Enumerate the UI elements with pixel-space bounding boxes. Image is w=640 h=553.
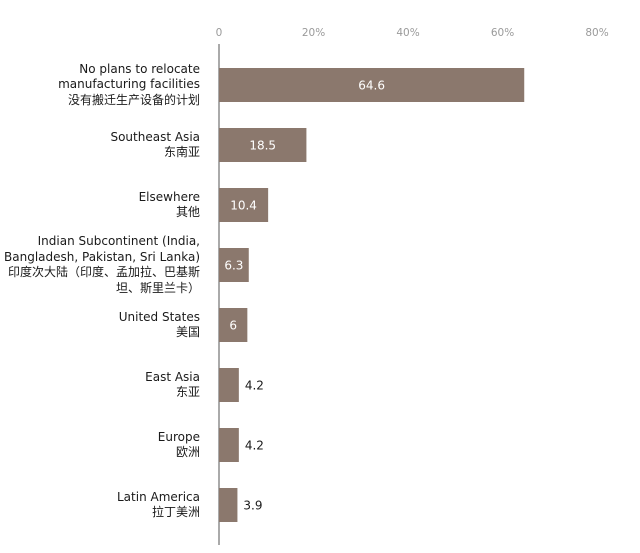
category-label: Southeast Asia 东南亚 <box>0 130 200 161</box>
x-tick-label: 40% <box>396 27 419 39</box>
bar <box>219 368 239 402</box>
category-label: No plans to relocate manufacturing facil… <box>0 62 200 109</box>
category-label: Elsewhere 其他 <box>0 190 200 221</box>
data-label: 4.2 <box>245 439 264 453</box>
x-tick-label: 20% <box>302 27 325 39</box>
bar <box>219 428 239 462</box>
bar <box>219 188 269 222</box>
category-label: Latin America 拉丁美洲 <box>0 490 200 521</box>
category-label: Europe 欧洲 <box>0 430 200 461</box>
data-label: 64.6 <box>358 79 385 93</box>
category-label-en: Latin America <box>117 489 200 504</box>
data-label: 4.2 <box>245 379 264 393</box>
x-tick-label: 80% <box>585 27 608 39</box>
category-label-zh: 东南亚 <box>163 145 200 159</box>
category-label-en: United States <box>118 309 200 324</box>
category-label-en: East Asia <box>145 369 200 384</box>
category-label-en: Indian Subcontinent (India, Bangladesh, … <box>4 234 200 264</box>
category-label-zh: 欧洲 <box>175 445 200 459</box>
category-label-zh: 拉丁美洲 <box>151 505 200 519</box>
category-label: East Asia 东亚 <box>0 370 200 401</box>
data-label: 3.9 <box>243 499 262 513</box>
category-label-zh: 其他 <box>175 205 200 219</box>
bar <box>219 488 238 522</box>
category-label-zh: 美国 <box>175 325 200 339</box>
bar <box>219 68 525 102</box>
data-label: 6 <box>229 319 237 333</box>
category-label-zh: 东亚 <box>175 385 200 399</box>
category-label: United States 美国 <box>0 310 200 341</box>
category-label-en: Elsewhere <box>138 189 200 204</box>
data-label: 10.4 <box>230 199 257 213</box>
category-label-zh: 印度次大陆（印度、孟加拉、巴基斯坦、斯里兰卡） <box>7 265 200 295</box>
x-tick-label: 60% <box>491 27 514 39</box>
x-tick-label: 0 <box>216 27 223 39</box>
category-label-en: Europe <box>157 429 200 444</box>
category-label: Indian Subcontinent (India, Bangladesh, … <box>0 234 200 296</box>
bar <box>219 248 249 282</box>
bar <box>219 308 248 342</box>
category-label-zh: 没有搬迁生产设备的计划 <box>67 92 200 107</box>
data-label: 6.3 <box>224 259 243 273</box>
data-label: 18.5 <box>249 139 276 153</box>
bar <box>219 128 307 162</box>
category-label-en: Southeast Asia <box>110 129 200 144</box>
category-label-en: No plans to relocate manufacturing facil… <box>58 61 200 92</box>
